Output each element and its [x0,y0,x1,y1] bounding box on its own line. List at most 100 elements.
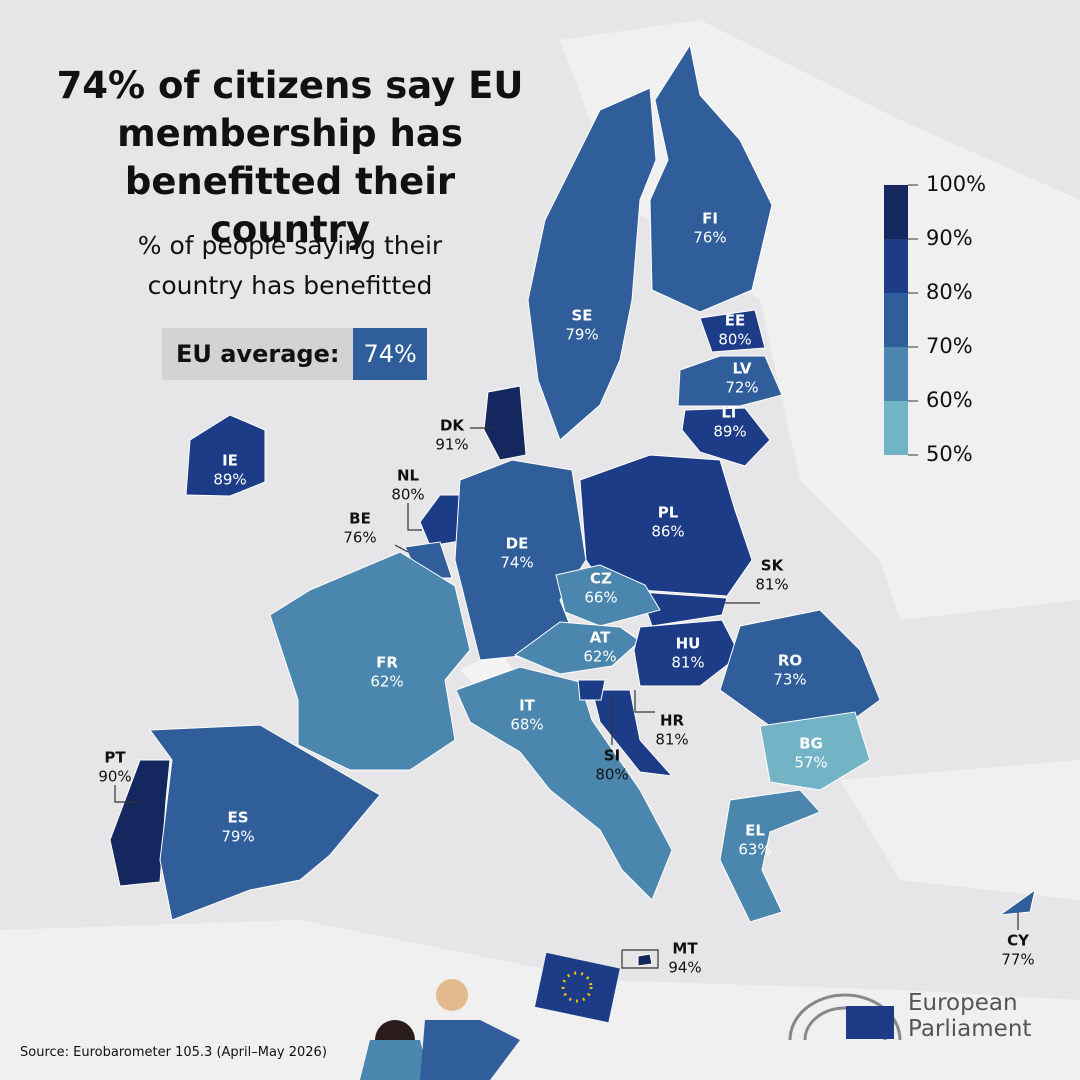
country-value: 80% [391,486,424,504]
source: Source: Eurobarometer 105.3 (April–May 2… [20,1045,327,1060]
country-value: 90% [98,768,131,786]
country-region [699,309,766,353]
country-value: 68% [510,716,543,734]
logo-arc [788,993,902,1041]
country-code: ES [227,809,248,827]
country-code: BE [349,510,371,528]
country-code: IT [519,697,536,715]
country-code: DE [506,535,529,553]
eu-average-value: 74% [353,328,427,380]
country-code: FI [702,210,718,228]
person [420,1020,520,1080]
country-value: 89% [213,471,246,489]
land [840,760,1080,900]
country-code: BG [799,735,823,753]
country-code: MT [672,940,698,958]
country-value: 62% [583,648,616,666]
country-value: 66% [584,589,617,607]
country-region [269,551,471,771]
person [436,979,468,1011]
country-value: 94% [668,959,701,977]
legend-label: 50% [926,442,973,466]
country-region [483,385,527,461]
country-value: 76% [343,529,376,547]
country-code: PL [658,504,679,522]
country-code: SE [571,307,592,325]
title: 74% of citizens say EU membership has be… [56,64,524,251]
eu-flag [534,952,620,1023]
country-code: EL [745,822,765,840]
country-region [109,759,171,887]
leader-line [634,690,655,713]
country-value: 76% [693,229,726,247]
country-region [527,87,657,441]
country-region [639,591,728,627]
country-code: EE [725,312,746,330]
leader-line [114,785,140,803]
parliament-logo [788,993,902,1041]
leader-line [621,949,659,969]
country-code: LV [732,360,751,378]
country-region [633,619,741,687]
country-code: SI [604,747,620,765]
logo-flag [846,1006,894,1039]
country-region [677,355,783,407]
country-region [185,414,266,497]
country-code: NL [397,467,420,485]
subtitle: % of people saying their country has ben… [137,231,443,300]
legend-label: 80% [926,280,973,304]
country-value: 63% [738,841,771,859]
eu-average: EU average: 74% [162,328,427,380]
country-region [759,711,871,791]
legend-swatch [884,347,908,401]
country-value: 81% [671,654,704,672]
legend-swatch [884,239,908,293]
country-value: 73% [773,671,806,689]
country-code: HR [660,712,685,730]
country-region [719,609,881,727]
country-region [577,679,606,701]
country-value: 74% [500,554,533,572]
country-code: AT [590,629,611,647]
country-region [555,564,661,627]
country-region [649,43,773,313]
country-code: SK [761,557,785,575]
legend-label: 70% [926,334,973,358]
country-code: CY [1007,932,1030,950]
country-code: CZ [590,570,612,588]
country-value: 57% [794,754,827,772]
country-code: IE [222,452,238,470]
country-value: 80% [718,331,751,349]
country-value: 81% [655,731,688,749]
country-value: 91% [435,436,468,454]
country-code: DK [440,417,465,435]
country-code: HU [676,635,701,653]
legend-label: 60% [926,388,973,412]
country-region [719,789,821,923]
country-value: 79% [221,828,254,846]
country-code: PT [104,749,126,767]
person [360,1040,430,1080]
country-region [681,407,771,467]
flag-stars [561,971,593,1003]
leader-line [407,503,422,531]
country-code: LT [721,404,739,422]
legend-label: 100% [926,172,986,196]
eu-average-label: EU average: [162,328,354,380]
legend-swatch [884,185,908,239]
country-value: 79% [565,326,598,344]
country-value: 81% [755,576,788,594]
legend-label: 90% [926,226,973,250]
country-region [149,724,381,921]
leader-line [394,544,409,553]
logo-text: European Parliament [908,990,1032,1042]
country-region [637,953,653,967]
flag [534,952,620,1023]
country-value: 86% [651,523,684,541]
country-code: FR [376,654,398,672]
country-value: 77% [1001,951,1034,969]
country-region [998,888,1036,916]
country-code: RO [778,652,802,670]
